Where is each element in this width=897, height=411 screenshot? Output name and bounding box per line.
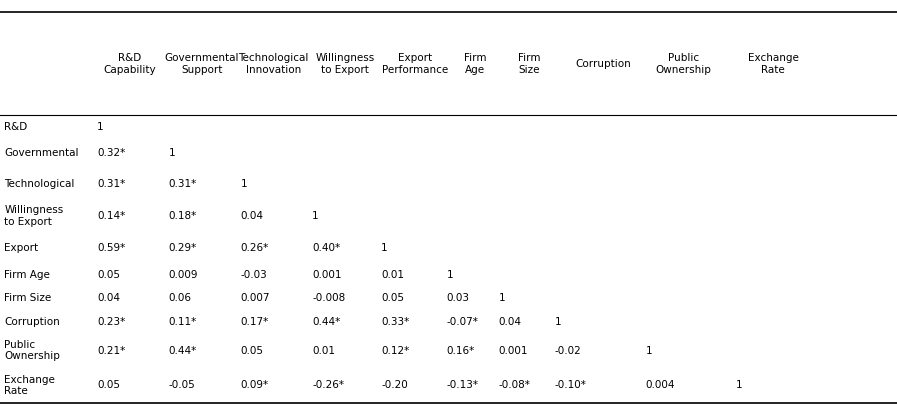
Text: 0.05: 0.05: [97, 380, 120, 390]
Text: -0.08*: -0.08*: [499, 380, 531, 390]
Text: 1: 1: [169, 148, 175, 158]
Text: 0.01: 0.01: [381, 270, 405, 280]
Text: 0.18*: 0.18*: [169, 211, 196, 221]
Text: -0.008: -0.008: [312, 293, 345, 303]
Text: 0.17*: 0.17*: [240, 316, 268, 327]
Text: Firm Age: Firm Age: [4, 270, 50, 280]
Text: Willingness
to Export: Willingness to Export: [316, 53, 375, 74]
Text: Exchange
Rate: Exchange Rate: [4, 374, 56, 396]
Text: -0.26*: -0.26*: [312, 380, 344, 390]
Text: 1: 1: [312, 211, 318, 221]
Text: Export: Export: [4, 243, 39, 254]
Text: 0.33*: 0.33*: [381, 316, 409, 327]
Text: 0.40*: 0.40*: [312, 243, 340, 254]
Text: Technological: Technological: [4, 178, 74, 189]
Text: -0.20: -0.20: [381, 380, 408, 390]
Text: 0.04: 0.04: [499, 316, 522, 327]
Text: 1: 1: [736, 380, 742, 390]
Text: 0.12*: 0.12*: [381, 346, 409, 356]
Text: 0.001: 0.001: [312, 270, 342, 280]
Text: 0.06: 0.06: [169, 293, 192, 303]
Text: -0.10*: -0.10*: [554, 380, 587, 390]
Text: 0.11*: 0.11*: [169, 316, 196, 327]
Text: -0.03: -0.03: [240, 270, 267, 280]
Text: Firm Size: Firm Size: [4, 293, 52, 303]
Text: 0.31*: 0.31*: [169, 178, 196, 189]
Text: 0.59*: 0.59*: [97, 243, 125, 254]
Text: Corruption: Corruption: [4, 316, 60, 327]
Text: 0.29*: 0.29*: [169, 243, 196, 254]
Text: 0.001: 0.001: [499, 346, 528, 356]
Text: 0.23*: 0.23*: [97, 316, 125, 327]
Text: Export
Performance: Export Performance: [382, 53, 448, 74]
Text: R&D: R&D: [4, 122, 28, 132]
Text: -0.07*: -0.07*: [447, 316, 479, 327]
Text: Willingness
to Export: Willingness to Export: [4, 205, 64, 227]
Text: R&D
Capability: R&D Capability: [104, 53, 156, 74]
Text: 0.007: 0.007: [240, 293, 270, 303]
Text: Firm
Age: Firm Age: [464, 53, 487, 74]
Text: 0.26*: 0.26*: [240, 243, 268, 254]
Text: 0.09*: 0.09*: [240, 380, 268, 390]
Text: 0.31*: 0.31*: [97, 178, 125, 189]
Text: 0.05: 0.05: [97, 270, 120, 280]
Text: 1: 1: [646, 346, 652, 356]
Text: 0.009: 0.009: [169, 270, 198, 280]
Text: Technological
Innovation: Technological Innovation: [239, 53, 309, 74]
Text: 0.04: 0.04: [97, 293, 120, 303]
Text: 0.14*: 0.14*: [97, 211, 125, 221]
Text: Public
Ownership: Public Ownership: [4, 340, 60, 361]
Text: 0.004: 0.004: [646, 380, 675, 390]
Text: 0.01: 0.01: [312, 346, 335, 356]
Text: 1: 1: [381, 243, 388, 254]
Text: 0.21*: 0.21*: [97, 346, 125, 356]
Text: 0.04: 0.04: [240, 211, 264, 221]
Text: 1: 1: [97, 122, 103, 132]
Text: 1: 1: [554, 316, 561, 327]
Text: 1: 1: [499, 293, 505, 303]
Text: Firm
Size: Firm Size: [518, 53, 541, 74]
Text: 0.16*: 0.16*: [447, 346, 475, 356]
Text: 0.44*: 0.44*: [169, 346, 196, 356]
Text: 0.03: 0.03: [447, 293, 470, 303]
Text: Governmental
Support: Governmental Support: [164, 53, 239, 74]
Text: Governmental: Governmental: [4, 148, 79, 158]
Text: 0.32*: 0.32*: [97, 148, 125, 158]
Text: Exchange
Rate: Exchange Rate: [748, 53, 798, 74]
Text: -0.05: -0.05: [169, 380, 196, 390]
Text: Corruption: Corruption: [575, 59, 631, 69]
Text: -0.02: -0.02: [554, 346, 581, 356]
Text: 1: 1: [447, 270, 453, 280]
Text: 0.44*: 0.44*: [312, 316, 340, 327]
Text: 0.05: 0.05: [240, 346, 264, 356]
Text: -0.13*: -0.13*: [447, 380, 479, 390]
Text: 1: 1: [240, 178, 247, 189]
Text: Public
Ownership: Public Ownership: [656, 53, 711, 74]
Text: 0.05: 0.05: [381, 293, 405, 303]
